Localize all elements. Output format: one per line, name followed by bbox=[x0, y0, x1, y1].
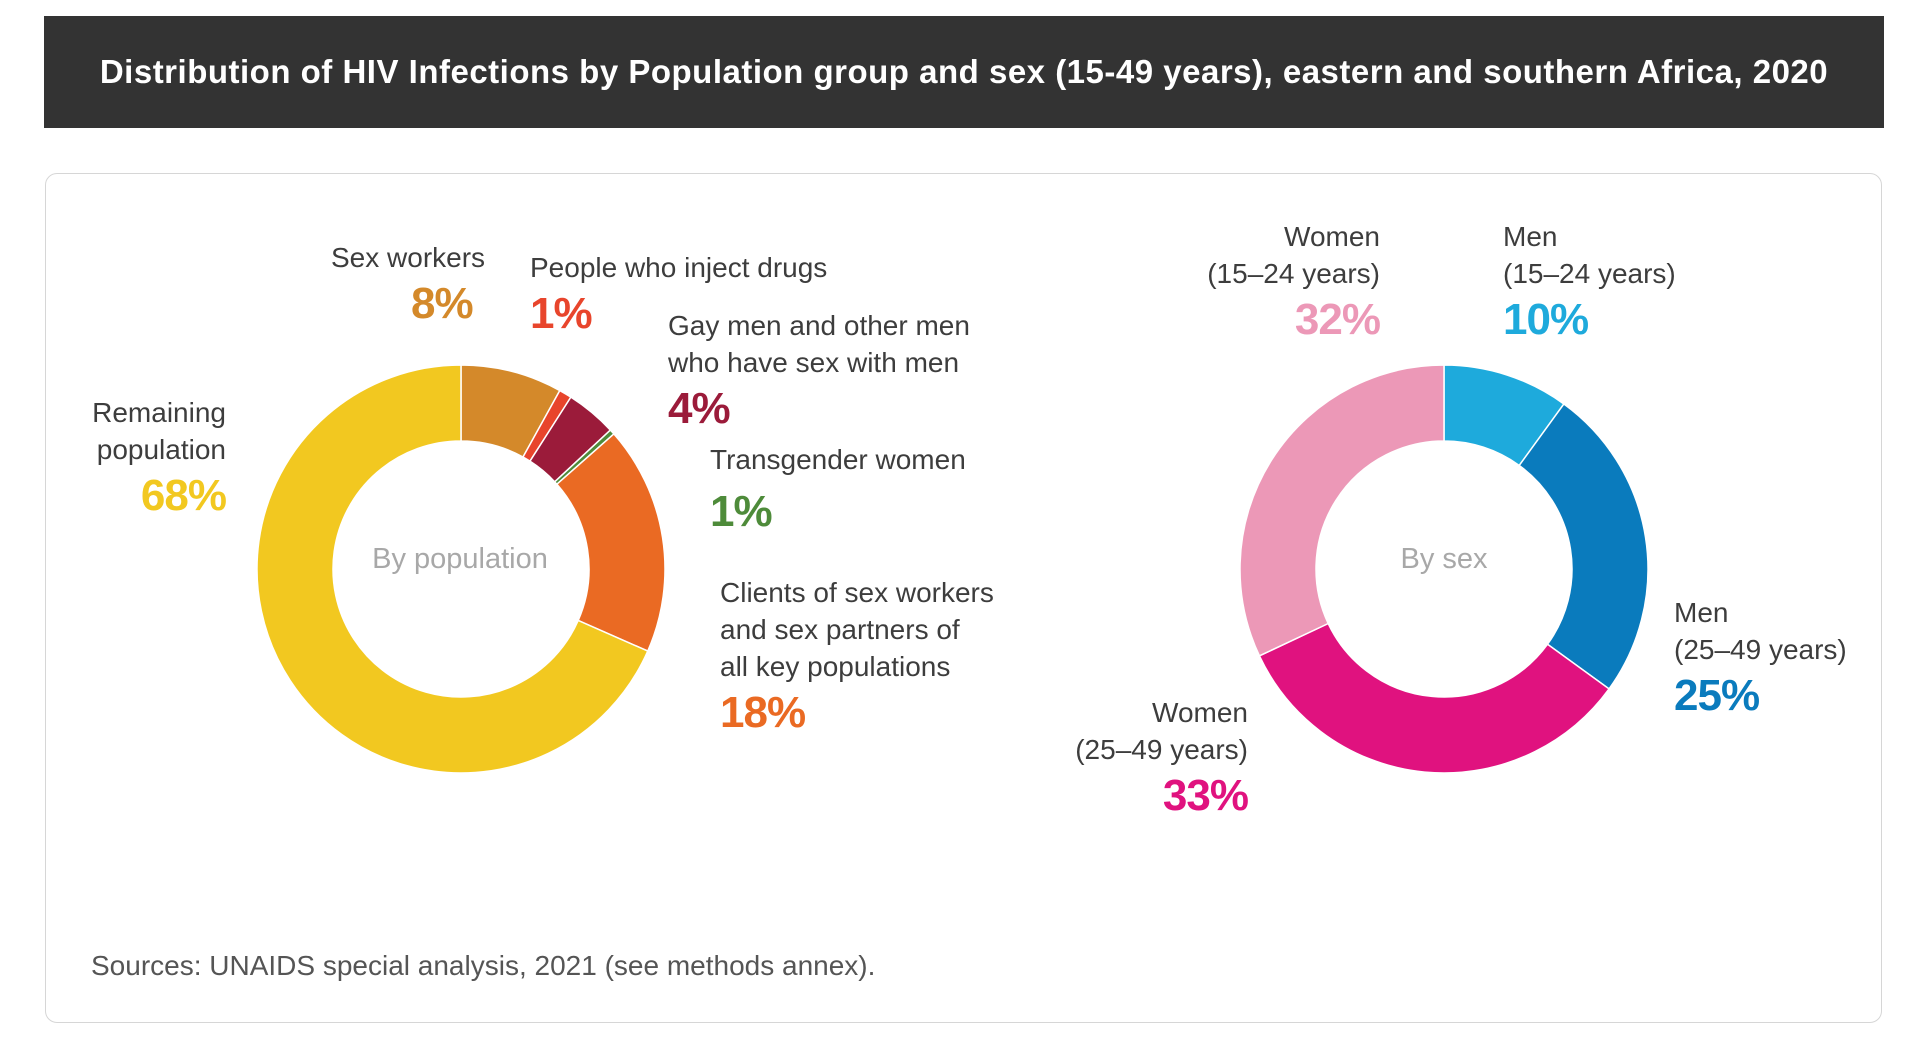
label-msm: Gay men and other men who have sex with … bbox=[668, 307, 970, 437]
label-pwid: People who inject drugs 1% bbox=[530, 249, 827, 342]
label-msm-value: 4% bbox=[668, 384, 731, 433]
label-remaining-line1: Remaining bbox=[92, 397, 226, 428]
label-women-old-line1: Women bbox=[1152, 697, 1248, 728]
sex-slice-men-25-49-years bbox=[1518, 402, 1649, 690]
label-sex-workers-value: 8% bbox=[411, 279, 474, 328]
label-pwid-name: People who inject drugs bbox=[530, 252, 828, 283]
label-clients-value: 18% bbox=[720, 688, 806, 737]
label-clients: Clients of sex workers and sex partners … bbox=[720, 574, 994, 741]
population-slice-remaining-population bbox=[256, 364, 649, 774]
center-label-sex: By sex bbox=[1400, 543, 1488, 575]
chart-title: Distribution of HIV Infections by Popula… bbox=[99, 53, 1829, 90]
label-women-young-value: 32% bbox=[1294, 295, 1381, 344]
sex-slice-women-25-49-years bbox=[1258, 622, 1611, 774]
source-note: Sources: UNAIDS special analysis, 2021 (… bbox=[91, 950, 876, 981]
label-men-old: Men (25–49 years) 25% bbox=[1674, 594, 1847, 724]
label-clients-line3: all key populations bbox=[720, 651, 951, 682]
label-remaining-value: 68% bbox=[140, 471, 227, 520]
sex-slice-women-15-24-years bbox=[1239, 364, 1445, 657]
label-pwid-value: 1% bbox=[530, 289, 593, 338]
label-men-young-value: 10% bbox=[1503, 295, 1589, 344]
label-remaining-line2: population bbox=[96, 434, 226, 465]
label-women-young-line2: (15–24 years) bbox=[1207, 258, 1380, 289]
label-women-old-value: 33% bbox=[1162, 771, 1249, 820]
label-transgender-value: 1% bbox=[710, 487, 773, 536]
label-women-old: Women (25–49 years) 33% bbox=[1044, 694, 1249, 824]
label-women-young: Women (15–24 years) 32% bbox=[1180, 218, 1381, 348]
label-clients-line1: Clients of sex workers bbox=[720, 577, 994, 608]
label-men-old-value: 25% bbox=[1674, 671, 1760, 720]
label-sex-workers-name: Sex workers bbox=[331, 242, 486, 273]
label-women-young-line1: Women bbox=[1284, 221, 1380, 252]
label-transgender-name: Transgender women bbox=[710, 444, 966, 475]
label-clients-line2: and sex partners of bbox=[720, 614, 960, 645]
donut-by-sex bbox=[1239, 364, 1649, 774]
label-transgender: Transgender women 1% bbox=[710, 441, 966, 540]
center-label-population: By population bbox=[372, 543, 548, 575]
label-msm-line2: who have sex with men bbox=[668, 347, 960, 378]
label-men-old-line1: Men bbox=[1674, 597, 1729, 628]
chart-panel bbox=[45, 173, 1882, 1023]
label-men-young-line2: (15–24 years) bbox=[1503, 258, 1676, 289]
label-remaining: Remaining population 68% bbox=[64, 394, 227, 524]
label-men-young: Men (15–24 years) 10% bbox=[1503, 218, 1676, 348]
title-bar: Distribution of HIV Infections by Popula… bbox=[44, 16, 1884, 128]
label-women-old-line2: (25–49 years) bbox=[1075, 734, 1248, 765]
label-msm-line1: Gay men and other men bbox=[668, 310, 970, 341]
donut-by-population bbox=[256, 364, 666, 774]
label-sex-workers: Sex workers 8% bbox=[331, 239, 485, 332]
label-men-young-line1: Men bbox=[1503, 221, 1558, 252]
label-men-old-line2: (25–49 years) bbox=[1674, 634, 1847, 665]
